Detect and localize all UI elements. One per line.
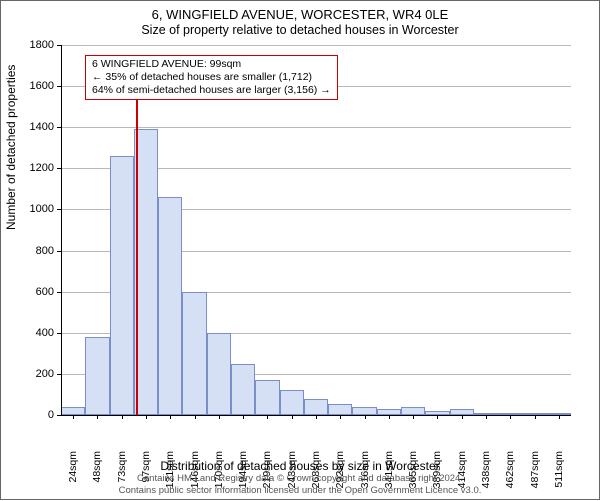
y-tick-label: 0: [14, 409, 54, 421]
x-tick-mark: [486, 415, 487, 419]
histogram-bar: [328, 404, 352, 415]
x-tick-mark: [462, 415, 463, 419]
x-tick-mark: [73, 415, 74, 419]
annotation-box: 6 WINGFIELD AVENUE: 99sqm ← 35% of detac…: [85, 55, 338, 100]
chart-subtitle: Size of property relative to detached ho…: [1, 23, 599, 37]
chart-container: 6, WINGFIELD AVENUE, WORCESTER, WR4 0LE …: [0, 0, 600, 500]
x-tick-mark: [340, 415, 341, 419]
x-tick-mark: [510, 415, 511, 419]
x-tick-mark: [535, 415, 536, 419]
y-tick-label: 400: [14, 327, 54, 339]
gridline-h: [61, 45, 571, 46]
annotation-line3: 64% of semi-detached houses are larger (…: [92, 84, 331, 97]
y-tick-label: 1200: [14, 162, 54, 174]
histogram-bar: [352, 407, 376, 415]
y-tick-label: 800: [14, 245, 54, 257]
histogram-bar: [158, 197, 182, 415]
x-tick-mark: [292, 415, 293, 419]
histogram-bar: [231, 364, 255, 415]
histogram-bar: [280, 390, 304, 415]
y-tick-label: 1000: [14, 203, 54, 215]
x-tick-mark: [122, 415, 123, 419]
y-tick-label: 1600: [14, 80, 54, 92]
annotation-line1: 6 WINGFIELD AVENUE: 99sqm: [92, 58, 331, 71]
histogram-bar: [255, 380, 279, 415]
x-tick-mark: [219, 415, 220, 419]
y-tick-label: 600: [14, 286, 54, 298]
x-tick-mark: [365, 415, 366, 419]
x-tick-mark: [316, 415, 317, 419]
histogram-bar: [61, 407, 85, 415]
chart-title-address: 6, WINGFIELD AVENUE, WORCESTER, WR4 0LE: [1, 7, 599, 22]
y-tick-label: 1800: [14, 39, 54, 51]
x-tick-mark: [243, 415, 244, 419]
histogram-bar: [401, 407, 425, 415]
histogram-bar: [85, 337, 109, 415]
y-tick-label: 1400: [14, 121, 54, 133]
histogram-bar: [304, 399, 328, 415]
plot-area: [61, 45, 571, 415]
footer-line1: Contains HM Land Registry data © Crown c…: [1, 473, 599, 484]
y-axis-line: [61, 45, 62, 415]
annotation-line2: ← 35% of detached houses are smaller (1,…: [92, 71, 331, 84]
y-tick-label: 200: [14, 368, 54, 380]
x-tick-mark: [389, 415, 390, 419]
x-tick-mark: [146, 415, 147, 419]
histogram-bar: [182, 292, 206, 415]
x-tick-mark: [559, 415, 560, 419]
x-tick-mark: [413, 415, 414, 419]
x-tick-mark: [97, 415, 98, 419]
x-tick-mark: [195, 415, 196, 419]
x-axis-label: Distribution of detached houses by size …: [1, 459, 599, 473]
histogram-bar: [110, 156, 134, 415]
x-tick-mark: [267, 415, 268, 419]
footer-attribution: Contains HM Land Registry data © Crown c…: [1, 473, 599, 496]
x-tick-mark: [170, 415, 171, 419]
x-tick-mark: [437, 415, 438, 419]
footer-line2: Contains public sector information licen…: [1, 485, 599, 496]
property-marker-line: [136, 74, 138, 415]
histogram-bar: [207, 333, 231, 415]
